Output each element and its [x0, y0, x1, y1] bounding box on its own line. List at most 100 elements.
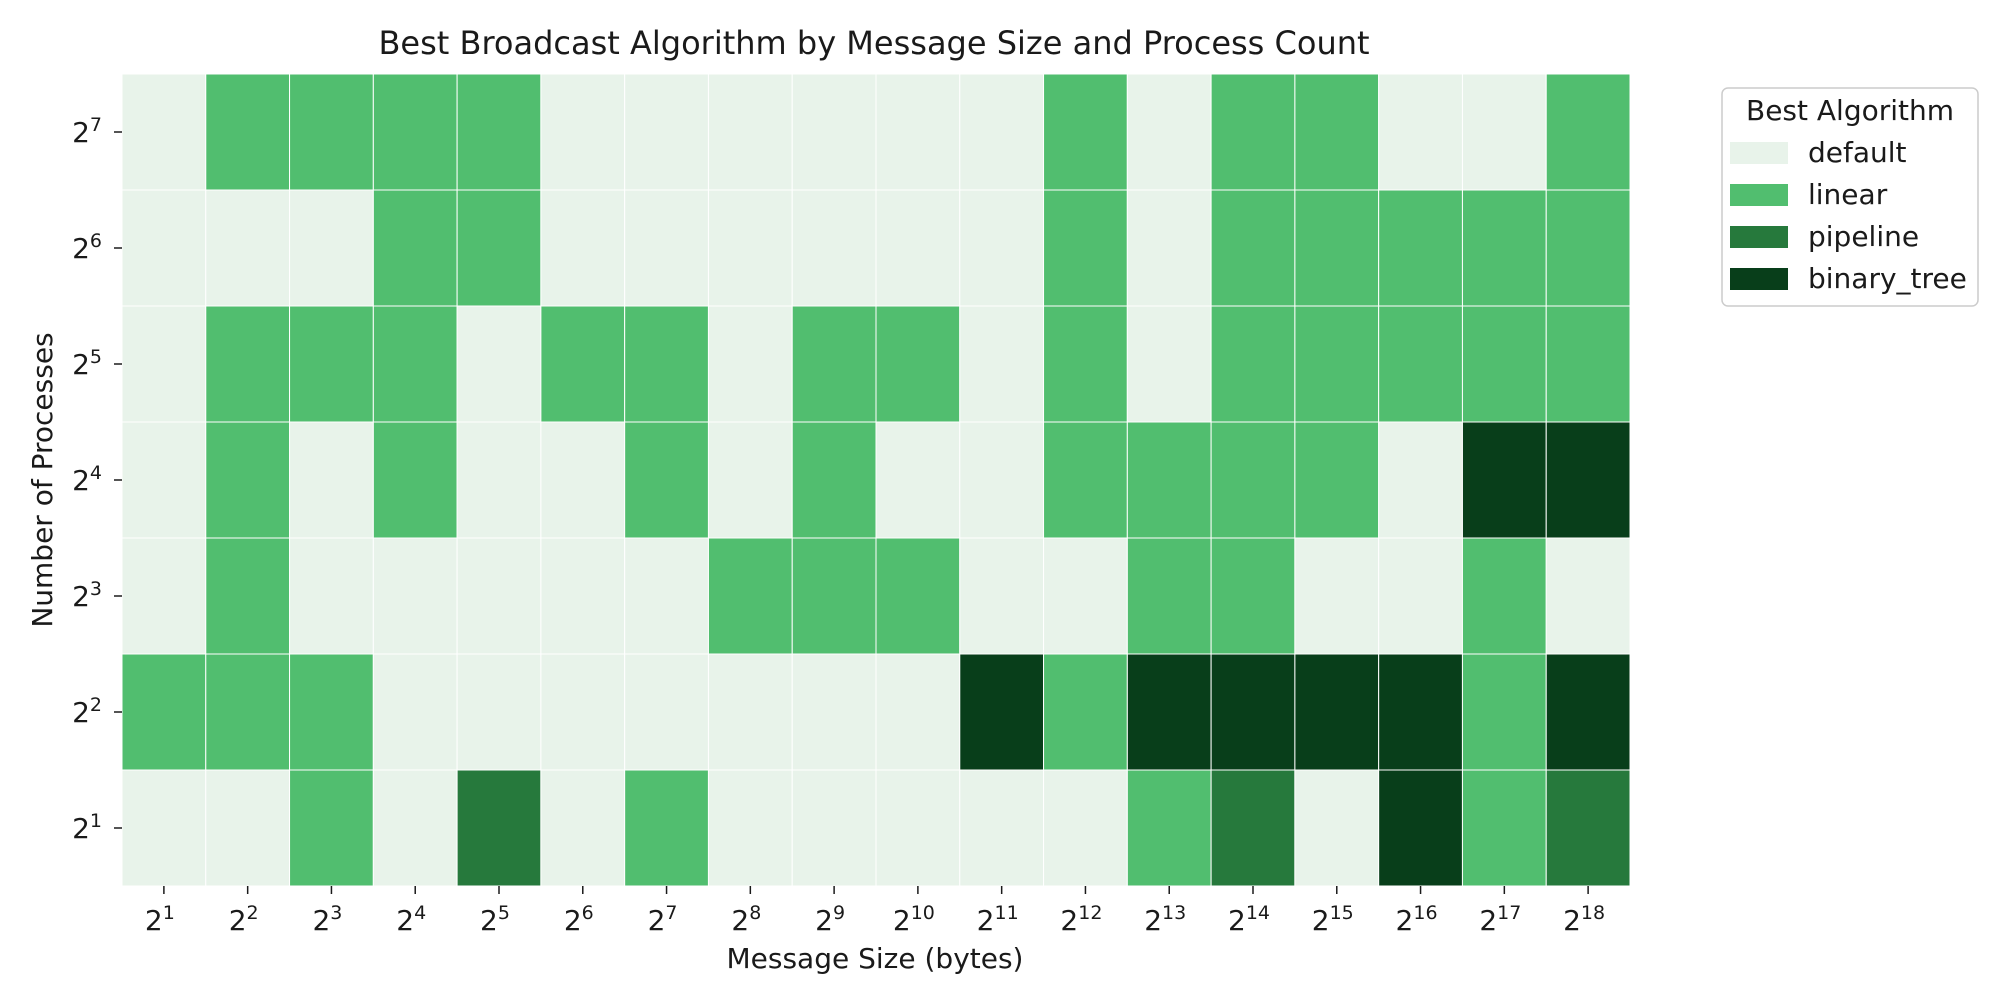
- heatmap-cell: [1043, 653, 1128, 771]
- heatmap-cell: [121, 189, 207, 307]
- heatmap-cell: [121, 769, 207, 887]
- heatmap-cell: [1294, 537, 1380, 655]
- legend-label: linear: [1808, 178, 1888, 211]
- heatmap-cell: [624, 421, 709, 539]
- x-tick-label: 26: [564, 902, 594, 937]
- heatmap-cell: [959, 769, 1045, 887]
- heatmap-cell: [372, 305, 458, 423]
- heatmap-cell: [205, 305, 291, 423]
- heatmap-cell: [1461, 305, 1547, 423]
- heatmap-cell: [1126, 73, 1212, 191]
- heatmap-cell: [875, 73, 961, 191]
- heatmap-cell: [1294, 73, 1380, 191]
- x-tick-label: 21: [145, 902, 175, 937]
- x-tick-label: 215: [1312, 902, 1354, 937]
- heatmap-cell: [205, 189, 291, 307]
- heatmap-cell: [1545, 305, 1631, 423]
- heatmap-cell: [289, 73, 374, 191]
- heatmap-cell: [707, 73, 793, 191]
- heatmap-cell: [121, 653, 207, 771]
- heatmap-cell: [1461, 653, 1547, 771]
- heatmap-cell: [707, 421, 793, 539]
- heatmap-cell: [1545, 537, 1631, 655]
- x-tick-label: 218: [1563, 902, 1605, 937]
- heatmap-cell: [875, 769, 961, 887]
- heatmap-cell: [540, 537, 626, 655]
- heatmap-cell: [1126, 305, 1212, 423]
- heatmap-cell: [540, 73, 626, 191]
- chart-title: Best Broadcast Algorithm by Message Size…: [378, 24, 1369, 62]
- heatmap-cell: [1043, 305, 1128, 423]
- heatmap-cell: [791, 73, 877, 191]
- heatmap-cell: [1461, 73, 1547, 191]
- heatmap-cell: [205, 73, 291, 191]
- heatmap-cell: [456, 537, 542, 655]
- heatmap-cell: [540, 421, 626, 539]
- heatmap-cell: [289, 421, 374, 539]
- heatmap-cell: [372, 189, 458, 307]
- heatmap-cell: [707, 653, 793, 771]
- heatmap-cell: [1378, 421, 1463, 539]
- x-tick-label: 22: [229, 902, 259, 937]
- heatmap-cell: [456, 769, 542, 887]
- heatmap-cell: [289, 305, 374, 423]
- heatmap-cell: [372, 537, 458, 655]
- heatmap-cell: [791, 421, 877, 539]
- heatmap-cell: [624, 769, 709, 887]
- heatmap-cell: [456, 653, 542, 771]
- x-tick-label: 216: [1396, 902, 1438, 937]
- heatmap-cell: [624, 189, 709, 307]
- heatmap-cell: [205, 537, 291, 655]
- heatmap-cell: [1043, 769, 1128, 887]
- heatmap-cell: [540, 653, 626, 771]
- heatmap-cell: [1294, 305, 1380, 423]
- heatmap-cell: [1043, 189, 1128, 307]
- x-tick-label: 211: [977, 902, 1019, 937]
- y-axis-label: Number of Processes: [26, 332, 59, 627]
- legend-label: binary_tree: [1808, 262, 1967, 295]
- legend-swatch: [1730, 184, 1788, 206]
- heatmap-cell: [791, 769, 877, 887]
- heatmap-cell: [289, 537, 374, 655]
- heatmap-cell: [1126, 653, 1212, 771]
- heatmap-cell: [1126, 769, 1212, 887]
- heatmap-cell: [456, 189, 542, 307]
- heatmap-cell: [1461, 769, 1547, 887]
- heatmap-cell: [1461, 421, 1547, 539]
- heatmap-cell: [1043, 421, 1128, 539]
- x-tick-label: 217: [1479, 902, 1521, 937]
- heatmap-cell: [624, 73, 709, 191]
- heatmap-cell: [707, 537, 793, 655]
- heatmap-cell: [875, 537, 961, 655]
- legend-label: pipeline: [1808, 220, 1919, 253]
- heatmap-cell: [1126, 189, 1212, 307]
- heatmap-cell: [875, 653, 961, 771]
- heatmap-cell: [1461, 189, 1547, 307]
- heatmap-cell: [1545, 73, 1631, 191]
- heatmap-cell: [1378, 653, 1463, 771]
- legend-items: default linear pipeline binary_tree: [1730, 136, 1967, 295]
- heatmap-cell: [205, 769, 291, 887]
- heatmap-cell: [959, 537, 1045, 655]
- heatmap-cell: [624, 305, 709, 423]
- y-axis-ticks: 27 26 25 24 23 22 21: [72, 114, 122, 845]
- x-tick-label: 29: [815, 902, 845, 937]
- x-tick-label: 212: [1060, 902, 1102, 937]
- x-tick-label: 28: [731, 902, 761, 937]
- heatmap-cell: [959, 653, 1045, 771]
- heatmap-cell: [707, 305, 793, 423]
- heatmap-cell: [1043, 537, 1128, 655]
- heatmap-cell: [1043, 73, 1128, 191]
- x-tick-label: 213: [1144, 902, 1186, 937]
- heatmap-cell: [1210, 421, 1296, 539]
- legend-label: default: [1808, 136, 1907, 169]
- x-tick-label: 23: [312, 902, 342, 937]
- heatmap-cell: [456, 421, 542, 539]
- x-tick-label: 214: [1228, 902, 1270, 937]
- heatmap-cell: [121, 537, 207, 655]
- heatmap-cell: [707, 769, 793, 887]
- heatmap-cell: [1126, 421, 1212, 539]
- heatmap-cell: [1378, 537, 1463, 655]
- x-tick-label: 27: [648, 902, 678, 937]
- heatmap-cell: [540, 769, 626, 887]
